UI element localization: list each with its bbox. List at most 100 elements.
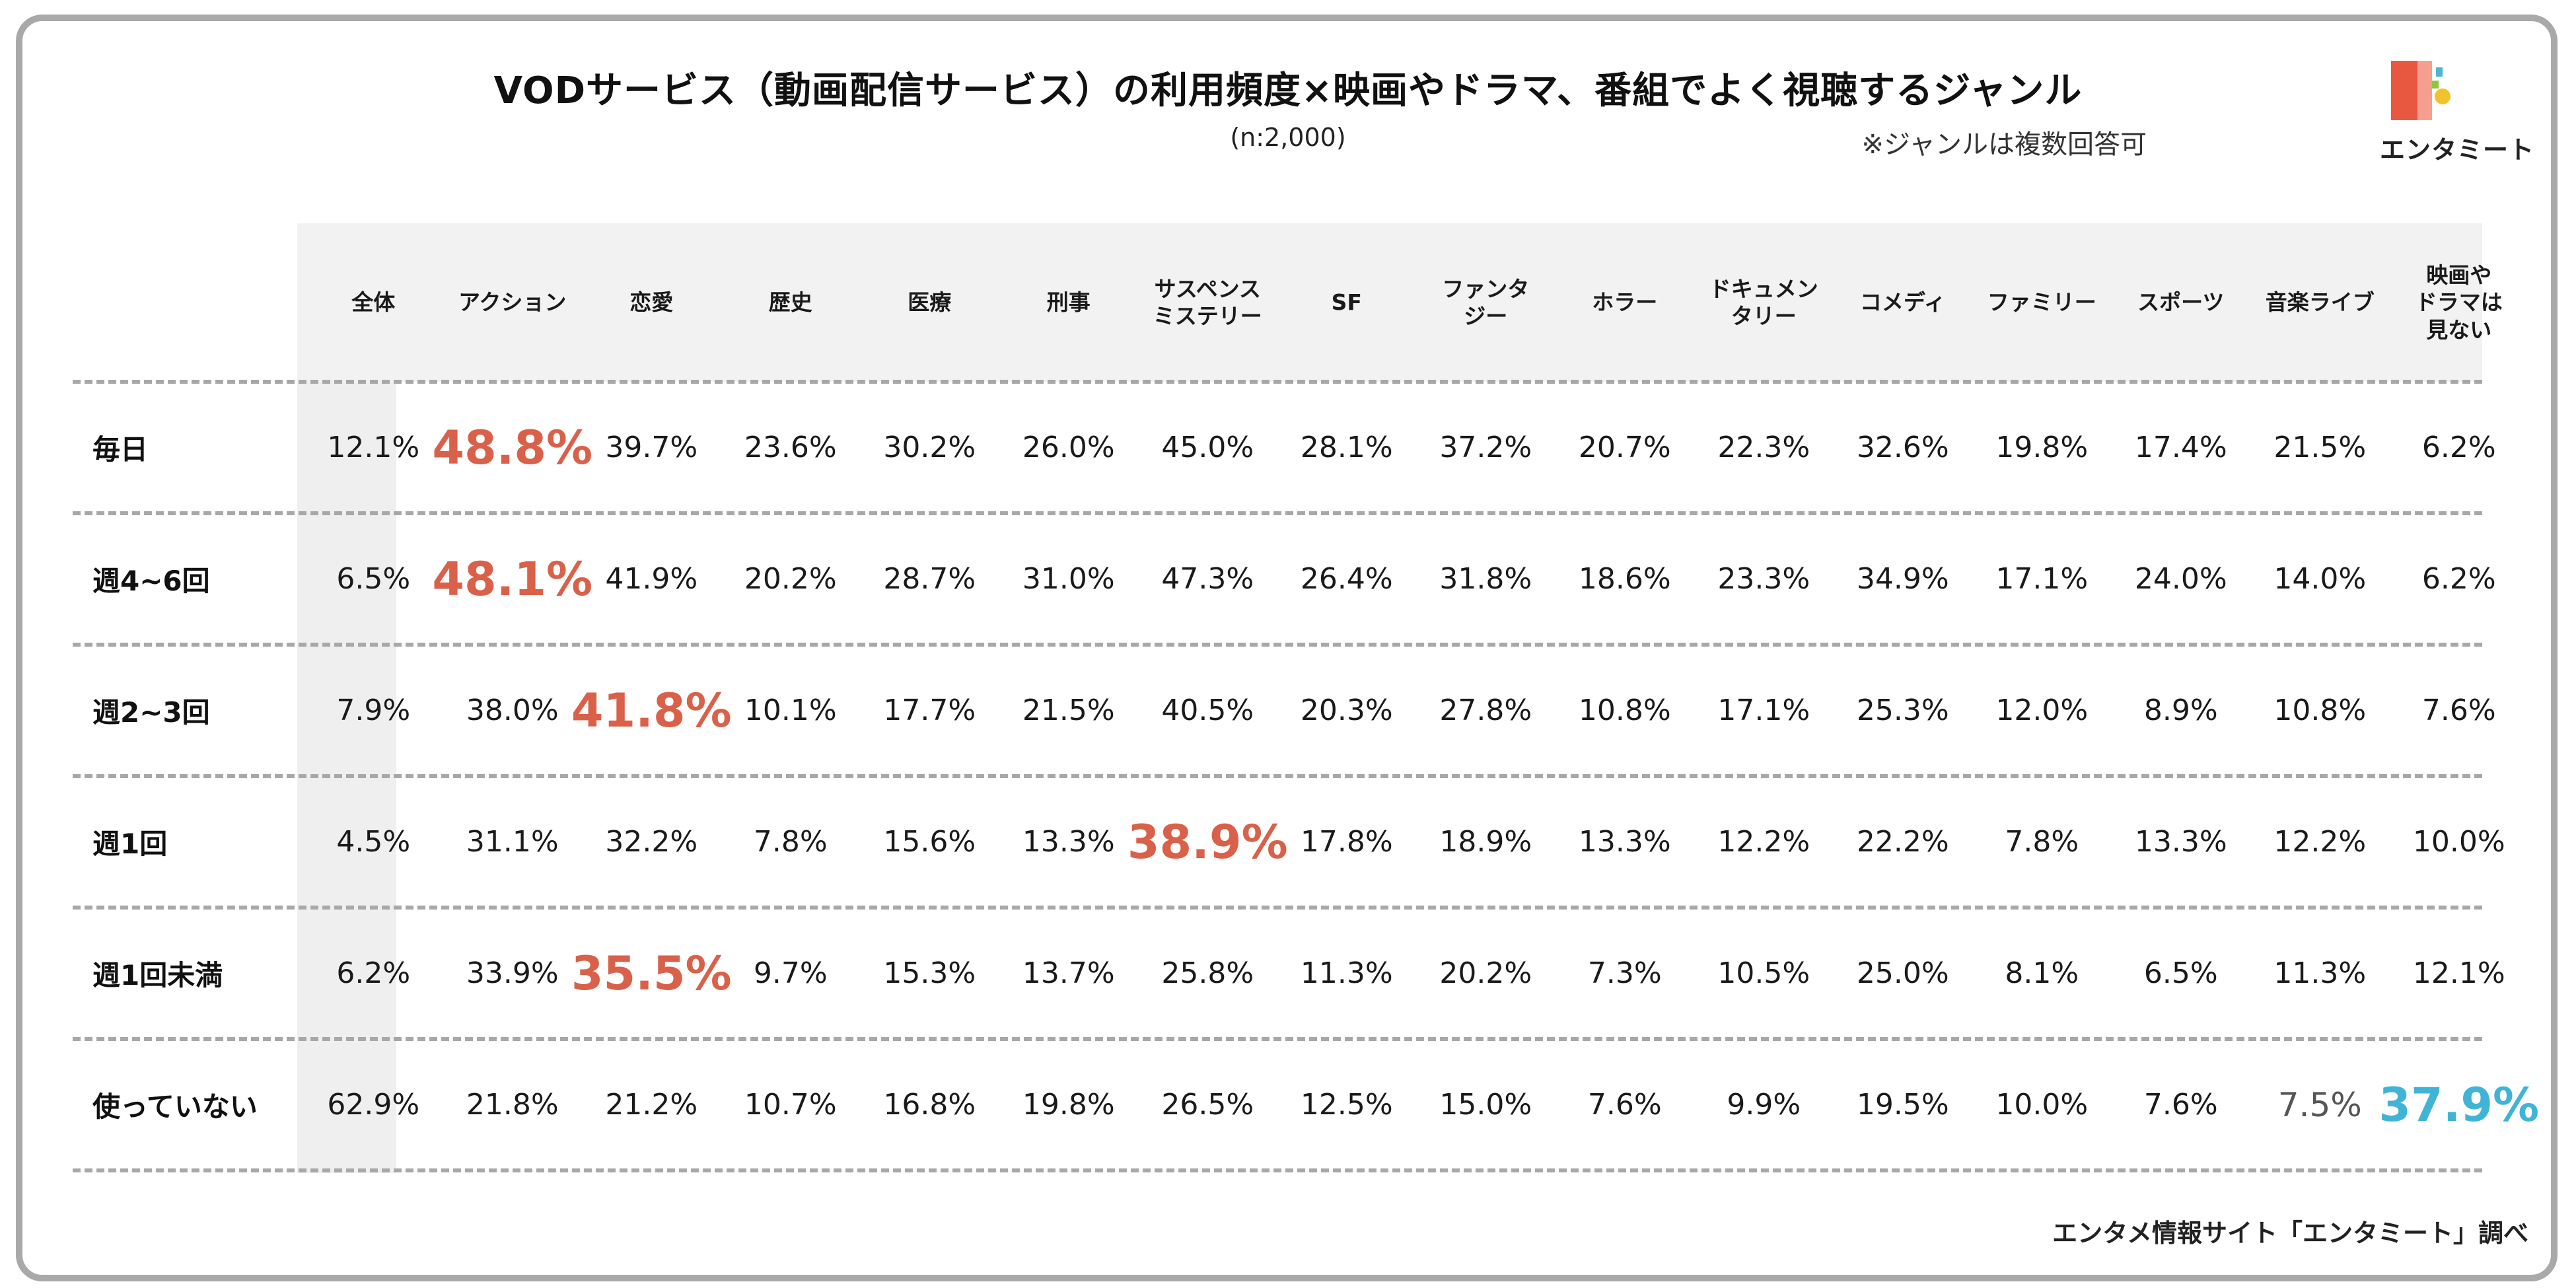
value-cell: 25.8% (1161, 956, 1254, 990)
value-cell: 47.3% (1161, 562, 1254, 596)
highlighted-value-cell: 38.9% (1127, 814, 1288, 869)
value-cell: 17.4% (2134, 431, 2227, 464)
value-cell: 32.2% (605, 825, 698, 859)
value-cell: 7.6% (2143, 1088, 2218, 1122)
value-cell: 6.5% (336, 562, 411, 596)
value-cell: 20.3% (1300, 694, 1393, 727)
value-cell: 15.3% (883, 956, 976, 990)
logo-pink-block (2417, 61, 2432, 120)
value-cell: 24.0% (2134, 562, 2227, 596)
column-header: 刑事 (1046, 289, 1091, 316)
value-cell: 38.0% (466, 694, 559, 727)
row-label: 毎日 (92, 433, 149, 466)
value-cell: 12.2% (1717, 825, 1810, 859)
entameet-logo (2391, 61, 2451, 120)
value-cell: 9.7% (753, 956, 828, 990)
value-cell: 22.3% (1717, 431, 1810, 464)
row-divider (73, 511, 2482, 515)
row-divider (73, 643, 2482, 647)
value-cell: 33.9% (466, 956, 559, 990)
value-cell: 6.2% (2421, 562, 2496, 596)
value-cell: 17.8% (1300, 825, 1393, 859)
column-header: 歴史 (768, 289, 812, 316)
value-cell: 6.5% (2143, 956, 2218, 990)
sample-size: (n:2,000) (1230, 123, 1346, 152)
value-cell: 7.6% (2421, 694, 2496, 727)
value-cell: 19.8% (1995, 431, 2089, 464)
value-cell: 10.8% (1578, 694, 1671, 727)
row-label: 週4~6回 (92, 565, 210, 597)
value-cell: 14.0% (2273, 562, 2367, 596)
value-cell: 17.1% (1995, 562, 2089, 596)
column-header: 全体 (351, 289, 396, 316)
column-header: サスペンス ミステリー (1153, 275, 1262, 329)
value-cell: 13.3% (1578, 825, 1671, 859)
source-credit: エンタメ情報サイト「エンタミート」調べ (2052, 1219, 2528, 1248)
highlighted-value-cell: 35.5% (571, 946, 732, 1001)
value-cell: 41.9% (605, 562, 698, 596)
value-cell: 7.3% (1587, 956, 1662, 990)
value-cell: 26.4% (1300, 562, 1393, 596)
value-cell: 34.9% (1856, 562, 1949, 596)
value-cell: 28.1% (1300, 431, 1393, 464)
value-cell: 13.7% (1022, 956, 1115, 990)
value-cell: 10.0% (2412, 825, 2505, 859)
row-label: 週2~3回 (92, 696, 210, 729)
value-cell: 39.7% (605, 431, 698, 464)
value-cell: 18.6% (1578, 562, 1671, 596)
value-cell: 17.1% (1717, 694, 1810, 727)
value-cell: 7.5% (2277, 1085, 2362, 1124)
value-cell: 15.0% (1439, 1088, 1532, 1122)
value-cell: 12.1% (2412, 956, 2505, 990)
value-cell: 10.8% (2273, 694, 2367, 727)
chart-title: VODサービス（動画配信サービス）の利用頻度×映画やドラマ、番組でよく視聴するジ… (493, 69, 2083, 112)
value-cell: 13.3% (2134, 825, 2227, 859)
value-cell: 40.5% (1161, 694, 1254, 727)
value-cell: 21.5% (2273, 431, 2367, 464)
value-cell: 12.1% (327, 431, 420, 464)
row-label: 週1回未満 (92, 959, 223, 991)
value-cell: 18.9% (1439, 825, 1532, 859)
logo-green-mark (2432, 81, 2439, 89)
row-divider (73, 906, 2482, 910)
value-cell: 20.2% (1439, 956, 1532, 990)
column-header: スポーツ (2137, 289, 2225, 316)
value-cell: 11.3% (1300, 956, 1393, 990)
value-cell: 32.6% (1856, 431, 1949, 464)
value-cell: 45.0% (1161, 431, 1254, 464)
value-cell: 6.2% (336, 956, 411, 990)
value-cell: 10.7% (744, 1088, 837, 1122)
column-header: アクション (458, 289, 567, 316)
value-cell: 7.8% (2005, 825, 2079, 859)
value-cell: 12.5% (1300, 1088, 1393, 1122)
highlighted-value-cell: 48.1% (432, 552, 593, 606)
column-header: SF (1331, 289, 1362, 316)
logo-blue-mark (2436, 67, 2443, 77)
header-band (297, 223, 2482, 382)
value-cell: 26.0% (1022, 431, 1115, 464)
value-cell: 31.0% (1022, 562, 1115, 596)
value-cell: 15.6% (883, 825, 976, 859)
value-cell: 10.0% (1995, 1088, 2089, 1122)
value-cell: 7.6% (1587, 1088, 1662, 1122)
value-cell: 9.9% (1727, 1088, 1801, 1122)
row-divider (73, 1037, 2482, 1041)
logo-text: エンタミート (2379, 135, 2534, 164)
value-cell: 37.2% (1439, 431, 1532, 464)
row-divider (73, 774, 2482, 778)
value-cell: 16.8% (883, 1088, 976, 1122)
column-header: ファンタ ジー (1442, 275, 1530, 329)
value-cell: 21.2% (605, 1088, 698, 1122)
value-cell: 19.5% (1856, 1088, 1949, 1122)
column-header: 医療 (908, 289, 952, 316)
value-cell: 10.5% (1717, 956, 1810, 990)
row-divider (73, 1168, 2482, 1172)
row-label: 使っていない (92, 1091, 258, 1123)
value-cell: 8.1% (2005, 956, 2079, 990)
value-cell: 21.5% (1022, 694, 1115, 727)
value-cell: 30.2% (883, 431, 976, 464)
value-cell: 28.7% (883, 562, 976, 596)
logo-yellow-dot (2435, 89, 2451, 104)
value-cell: 7.8% (753, 825, 828, 859)
column-header: ドキュメン タリー (1709, 275, 1818, 329)
